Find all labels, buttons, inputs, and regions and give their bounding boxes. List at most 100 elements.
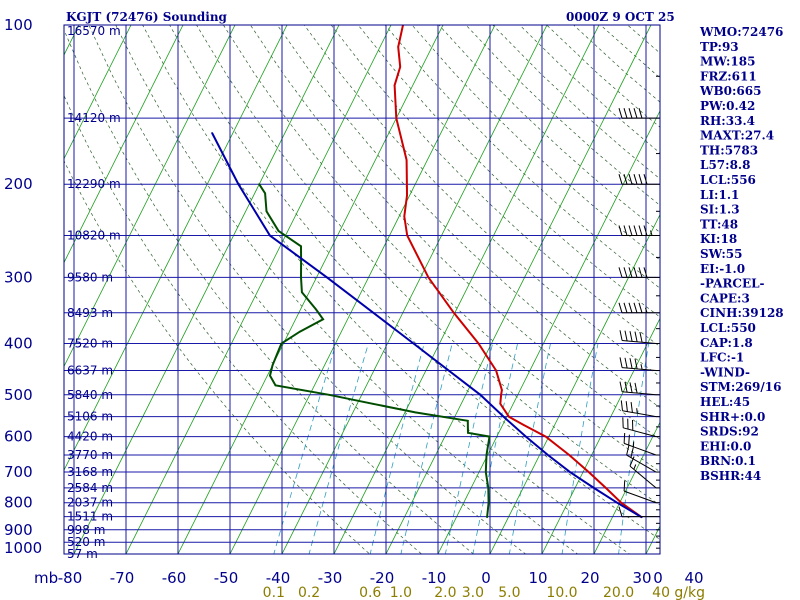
isotherm	[791, 1, 800, 576]
index-row: LI:1.1	[700, 188, 739, 202]
barb-half	[645, 307, 648, 313]
barb-flag	[643, 267, 648, 278]
mixing-ratio-line	[561, 343, 599, 554]
barb-flag	[630, 402, 633, 413]
index-row: CAPE:3	[700, 291, 750, 305]
temp-label: -30	[318, 569, 343, 587]
wind-barb	[619, 330, 657, 344]
height-label: 2037 m	[67, 496, 113, 510]
wind-barb	[623, 432, 657, 456]
mixing-ratio-line	[508, 343, 551, 554]
barb-staff	[623, 490, 657, 504]
height-label: 2584 m	[67, 481, 113, 495]
barb-flag	[633, 108, 638, 119]
barb-flag	[628, 174, 633, 185]
mixing-ratio-line	[678, 344, 703, 566]
dewpoint-point	[315, 308, 317, 311]
dry-adiabat	[115, 25, 579, 554]
dewpoint-point	[485, 454, 488, 456]
wind-barb	[618, 302, 657, 314]
parcel-point	[504, 417, 507, 420]
temperature-point	[495, 369, 497, 372]
barb-flag	[618, 174, 623, 185]
barb-staff	[622, 410, 657, 418]
barb-flag	[629, 382, 633, 393]
barb-flag	[634, 382, 638, 394]
index-row: MAXT:27.4	[700, 129, 774, 143]
mixing-ratio-line	[400, 343, 453, 554]
barb-flag	[629, 456, 635, 467]
temperature-point	[406, 194, 408, 197]
mixing-ratio-label: 40 g/kg	[652, 585, 705, 600]
isotherm	[281, 25, 548, 554]
barb-staff	[622, 367, 657, 372]
index-row: RH:33.4	[700, 114, 755, 128]
barb-flag	[638, 174, 643, 185]
index-row: TH:5783	[700, 143, 758, 157]
index-row: LCL:556	[700, 173, 756, 187]
index-row: BSHR:44	[700, 469, 761, 483]
mixing-ratio-label: 3.0	[462, 585, 484, 600]
indices-panel: WMO:72476TP:93MW:185FRZ:611WB0:665PW:0.4…	[699, 25, 784, 483]
temperature-point	[395, 117, 398, 120]
mixing-ratio-line	[444, 343, 493, 554]
barb-flag	[633, 267, 638, 278]
temp-label: -50	[214, 569, 239, 587]
isotherm	[333, 25, 600, 554]
height-label: 8493 m	[67, 306, 113, 320]
isotherm	[64, 25, 288, 472]
barb-half	[633, 464, 637, 470]
wind-barb-layer	[618, 25, 660, 554]
index-row: SHR+:0.0	[700, 410, 765, 424]
height-label: 1511 m	[67, 510, 113, 524]
temperature-point	[501, 389, 503, 391]
parcel-point	[525, 435, 527, 438]
barb-flag	[618, 506, 623, 517]
wind-barb	[618, 267, 657, 278]
temperature-point	[500, 393, 502, 396]
barb-flag	[628, 108, 633, 119]
mb-label: mb	[34, 569, 58, 587]
parcel-point	[569, 471, 571, 473]
barb-flag	[634, 331, 638, 342]
barb-flag	[618, 225, 623, 236]
dewpoint-point	[467, 428, 469, 430]
dewpoint-point	[488, 435, 491, 438]
wind-barb	[629, 456, 657, 489]
parcel-point	[547, 454, 549, 456]
dewpoint-point	[487, 501, 490, 504]
parcel-point	[616, 501, 618, 504]
temp-label: -20	[370, 569, 395, 587]
temperature-point	[508, 415, 510, 418]
wind-barb	[619, 357, 657, 372]
index-row: BRN:0.1	[700, 454, 756, 468]
temperature-point	[522, 424, 525, 426]
barb-staff	[626, 454, 657, 473]
dry-adiabat	[169, 25, 660, 540]
parcel-point	[326, 276, 328, 279]
wind-barb	[619, 381, 657, 396]
isotherm	[489, 213, 660, 554]
height-label: 16570 m	[67, 24, 121, 38]
index-row: PW:0.42	[700, 99, 755, 113]
barb-flag	[638, 225, 643, 236]
index-row: WMO:72476	[699, 25, 783, 39]
wind-barb	[622, 417, 657, 438]
dewpoint-line	[258, 183, 491, 518]
barb-flag	[623, 174, 628, 185]
isotherm	[437, 109, 660, 554]
temp-label: 30	[632, 569, 651, 587]
index-row: TT:48	[700, 217, 738, 231]
wind-barb	[618, 174, 657, 185]
barb-flag	[623, 267, 628, 278]
barb-staff	[623, 427, 657, 438]
temperature-point	[544, 435, 547, 438]
index-row: L57:8.8	[700, 158, 750, 172]
temp-label: 0	[481, 569, 491, 587]
mixing-ratio-label: 0.2	[298, 585, 320, 600]
temperature-point	[405, 159, 408, 161]
height-label: 5106 m	[67, 410, 113, 424]
isotherm	[64, 25, 236, 368]
